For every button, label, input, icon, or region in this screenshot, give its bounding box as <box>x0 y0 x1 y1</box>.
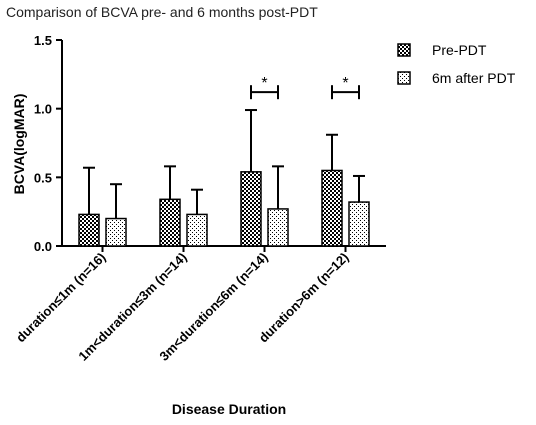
y-tick-label: 1.5 <box>34 33 52 48</box>
y-axis-label: BCVA(logMAR) <box>11 94 27 195</box>
legend-swatch-pre-pdt <box>397 43 411 57</box>
significance-star: * <box>261 75 267 92</box>
bar-6m-after-pdt <box>267 208 289 247</box>
chart-title: Comparison of BCVA pre- and 6 months pos… <box>6 4 318 20</box>
y-tick-label: 0.0 <box>34 239 52 254</box>
legend: Pre-PDT 6m after PDT <box>397 42 516 86</box>
x-tick-label: duration>6m (n=12) <box>256 250 352 346</box>
x-tick-label: duration≤1m (n=16) <box>13 250 109 346</box>
y-tick-label: 1.0 <box>34 102 52 117</box>
legend-label-6m-after-pdt: 6m after PDT <box>432 70 516 86</box>
bar-6m-after-pdt <box>348 201 370 247</box>
legend-item-6m-after-pdt: 6m after PDT <box>397 70 516 86</box>
legend-label-pre-pdt: Pre-PDT <box>432 42 487 58</box>
x-tick-labels: duration≤1m (n=16)1m<duration≤3m (n=14)3… <box>13 250 352 364</box>
error-bars-group <box>83 109 365 219</box>
bar-pre-pdt <box>240 171 262 247</box>
bar-6m-after-pdt <box>105 217 127 247</box>
y-tick-label: 0.5 <box>34 170 52 185</box>
significance-group: * * <box>250 75 360 100</box>
bars-group <box>78 169 370 247</box>
legend-swatch-6m-after-pdt <box>397 71 411 85</box>
bar-pre-pdt <box>78 213 100 247</box>
bar-pre-pdt <box>321 169 343 247</box>
significance-star: * <box>342 75 348 92</box>
bar-pre-pdt <box>159 198 181 247</box>
bar-6m-after-pdt <box>186 213 208 247</box>
x-axis-label: Disease Duration <box>172 401 286 417</box>
legend-item-pre-pdt: Pre-PDT <box>397 42 487 58</box>
